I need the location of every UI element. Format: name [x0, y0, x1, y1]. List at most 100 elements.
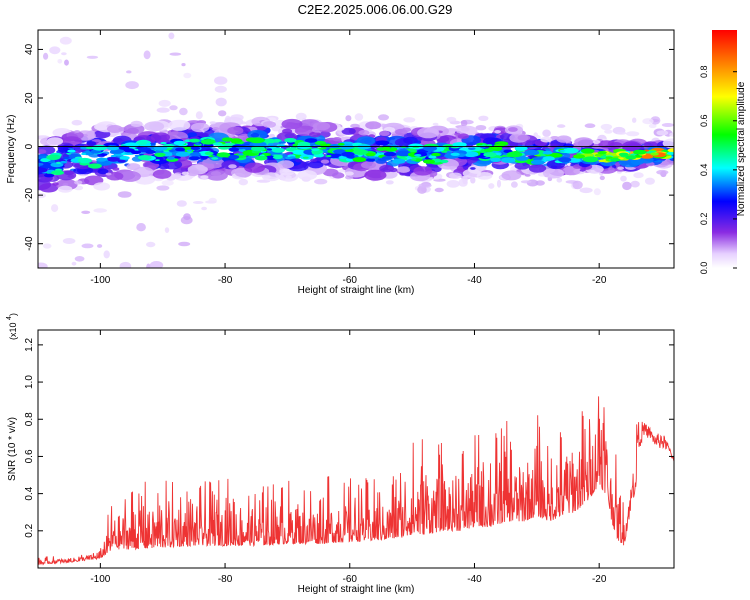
speckle: [458, 178, 468, 187]
spectral-core: [493, 143, 505, 148]
spectral-core: [423, 159, 435, 164]
spectrogram-frame: [37, 29, 675, 269]
speckle: [71, 119, 83, 126]
spectral-core: [666, 151, 674, 155]
spectral-core: [311, 151, 321, 155]
spectral-core: [117, 159, 126, 163]
spectral-core: [341, 151, 355, 157]
spectral-blob: [556, 135, 572, 143]
spectral-core: [625, 155, 637, 160]
spectral-core: [441, 150, 448, 153]
spectral-blob: [105, 172, 112, 176]
speckle: [61, 52, 67, 56]
spectral-core: [284, 138, 297, 143]
speckle: [644, 177, 655, 185]
speckle: [156, 107, 170, 113]
speckle: [642, 118, 654, 125]
spectral-core: [238, 153, 244, 156]
speckle: [446, 116, 457, 123]
spectral-blob: [454, 132, 461, 136]
speckle: [648, 123, 657, 129]
speckle: [218, 110, 227, 117]
speckle: [146, 263, 151, 268]
spectral-core: [610, 157, 621, 162]
speckle: [125, 81, 139, 90]
spectral-core: [490, 157, 502, 162]
spectral-core: [40, 158, 51, 163]
spectral-core: [175, 151, 190, 157]
spectral-core: [333, 149, 346, 154]
speckle: [57, 59, 63, 64]
spectral-core: [605, 156, 613, 159]
figure-title: C2E2.2025.006.06.00.G29: [298, 2, 453, 17]
spectral-blob: [297, 170, 318, 181]
spectral-core: [423, 145, 438, 152]
spectral-core: [630, 153, 637, 156]
spectral-blob: [320, 159, 330, 164]
speckle: [156, 185, 170, 191]
spectral-core: [304, 138, 318, 143]
spectral-core: [38, 163, 44, 166]
speckle: [81, 210, 91, 214]
spectral-blob: [332, 172, 345, 179]
spectral-core: [190, 146, 201, 151]
speckle: [354, 113, 364, 121]
speckle: [49, 46, 61, 55]
spectral-core: [412, 145, 420, 149]
spectral-core: [67, 149, 76, 153]
spectral-core: [230, 138, 243, 143]
spectral-blob: [244, 162, 265, 173]
spectral-core: [396, 150, 412, 157]
spectral-blob: [662, 138, 674, 149]
spectral-core: [540, 154, 546, 157]
spectrogram-marks: [38, 32, 674, 268]
spectral-blob: [356, 136, 376, 146]
spectral-core: [145, 149, 156, 154]
x-tick-label: -60: [343, 275, 358, 286]
spectral-core: [173, 140, 186, 146]
y-tick-label: 0.2: [24, 523, 35, 537]
spectral-blob: [397, 166, 411, 173]
speckle: [470, 177, 476, 184]
speckle: [136, 223, 146, 232]
speckle: [604, 129, 613, 134]
spectral-blob: [285, 175, 292, 179]
spectrogram-x-axis-label: Height of straight line (km): [298, 285, 415, 296]
spectral-blob: [97, 168, 109, 175]
spectral-blob: [150, 132, 170, 142]
speckle: [38, 262, 48, 268]
spectral-blob: [501, 170, 522, 181]
speckle: [478, 115, 489, 122]
spectral-blob: [119, 170, 141, 182]
spectral-blob: [540, 136, 552, 143]
speckle: [176, 200, 187, 207]
spectral-blob: [200, 175, 209, 180]
speckle: [488, 183, 495, 189]
y-tick-label: 1.0: [24, 375, 35, 389]
spectral-blob: [413, 166, 433, 176]
spectral-core: [46, 154, 61, 160]
spectral-core: [189, 138, 200, 143]
speckle: [622, 181, 632, 191]
speckle: [295, 112, 307, 121]
spectral-core: [174, 156, 181, 159]
spectral-core: [450, 152, 460, 156]
speckle: [520, 180, 532, 184]
spectral-blob: [399, 172, 407, 176]
x-tick-label: -60: [343, 574, 358, 585]
spectral-core: [319, 143, 328, 147]
snr-y-axis-label: SNR (10 * v/v): [7, 417, 18, 481]
spectral-blob: [62, 182, 69, 186]
speckle: [181, 63, 186, 67]
speckle: [59, 36, 72, 45]
speckle: [117, 191, 132, 198]
speckle: [86, 55, 99, 59]
speckle: [345, 115, 352, 122]
speckle: [183, 72, 192, 79]
spectral-core: [573, 154, 585, 159]
spectral-blob: [130, 120, 143, 127]
speckle: [158, 99, 171, 107]
spectral-core: [137, 155, 152, 161]
colorbar-gradient: [712, 30, 737, 268]
spectral-blob: [344, 171, 354, 176]
